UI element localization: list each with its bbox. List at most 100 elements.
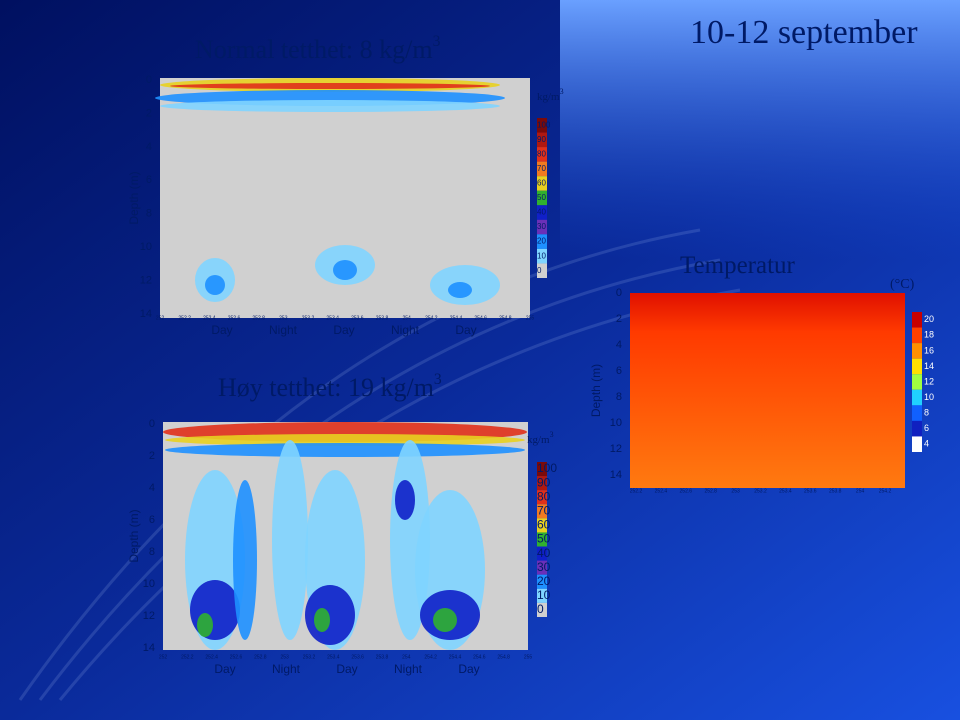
x-tick-label: 254.8 [497,654,510,660]
period-label: Night [272,662,301,676]
x-tick-label: 254 [856,488,865,494]
colorbar-swatch [537,161,547,177]
colorbar-tick-label: 4 [924,439,929,449]
period-label: Day [336,662,357,676]
period-label: Night [269,323,298,337]
contour-region [305,585,355,645]
contour-region [333,260,357,280]
panel-title-text: Temperatur [680,252,796,279]
colorbar-swatch [912,389,922,406]
colorbar-tick-label: 60 [537,518,551,532]
colorbar-tick-label: 12 [924,376,934,386]
colorbar-unit: kg/m3 [527,430,554,446]
colorbar-tick-label: 60 [537,179,546,188]
colorbar-swatch [537,263,547,278]
colorbar-unit: kg/m3 [537,87,564,103]
x-tick-label: 252 [156,315,165,321]
y-axis-label: Depth (m) [589,364,603,417]
colorbar-tick-label: 50 [537,193,546,202]
colorbar-swatch [537,234,547,249]
colorbar-tick-label: 90 [537,475,551,489]
y-tick-label: 6 [149,514,155,526]
colorbar-swatch [912,374,922,390]
colorbar-tick-label: 0 [537,602,544,616]
colorbar-tick-label: 70 [537,164,546,173]
colorbar-unit-sup: 3 [550,430,554,439]
x-tick-label: 253.4 [326,315,339,321]
y-tick-label: 14 [140,308,152,320]
colorbar-swatch [912,420,922,437]
y-tick-label: 0 [146,74,152,86]
colorbar-swatch [537,560,547,575]
period-label: Day [214,662,235,676]
y-tick-label: 10 [143,578,155,590]
y-axis-label: Depth (m) [127,509,141,562]
y-tick-label: 12 [140,274,152,286]
x-tick-label: 252.8 [252,315,265,321]
colorbar-tick-label: 30 [537,222,546,231]
x-tick-label: 252.6 [230,654,243,660]
contour-region [433,608,457,632]
colorbar-tick-label: 10 [537,251,546,260]
x-tick-label: 253.4 [779,488,792,494]
x-tick-label: 254.4 [449,654,462,660]
y-tick-label: 0 [149,418,155,430]
y-tick-label: 14 [143,642,155,654]
y-tick-label: 6 [616,365,622,377]
colorbar-swatch [912,327,922,344]
colorbar-tick-label: 20 [924,314,934,324]
colorbar-swatch [912,436,922,452]
x-tick-label: 252.2 [181,654,194,660]
x-tick-label: 253 [279,315,288,321]
x-tick-label: 252 [159,654,168,660]
x-tick-label: 252.4 [655,488,668,494]
contour-region [190,580,240,640]
x-tick-label: 252.2 [630,488,643,494]
contour-region [233,480,257,640]
x-tick-label: 254.4 [450,315,463,321]
colorbar-tick-label: 20 [537,237,546,246]
x-tick-label: 252.2 [178,315,191,321]
colorbar-unit-text: kg/m [537,91,560,103]
colorbar-swatch [537,504,547,519]
colorbar-unit-text: kg/m [527,434,550,446]
panel: Temperatur Depth (m) 0 2 4 6 8 10 12 14 252.2 252.4… [589,252,934,495]
x-tick-label: 253.6 [351,315,364,321]
colorbar-swatch [537,219,547,235]
colorbar-swatch [912,405,922,421]
y-tick-label: 0 [616,287,622,299]
colorbar-swatch [537,248,547,264]
x-tick-label: 252.6 [228,315,241,321]
colorbar-swatch [912,312,922,328]
colorbar-tick-label: 40 [537,208,546,217]
x-tick-label: 254.2 [425,315,438,321]
x-tick-label: 252.4 [203,315,216,321]
x-tick-label: 253.4 [327,654,340,660]
contour-region [165,443,525,457]
colorbar-tick-label: 50 [537,532,551,546]
panel-title: Normal tetthet: 8 kg/m3 [195,33,441,64]
contour-region [448,282,472,298]
contour-region [272,440,308,640]
colorbar-tick-label: 80 [537,149,546,158]
y-tick-label: 4 [146,141,152,153]
y-tick-label: 4 [149,482,155,494]
x-tick-label: 252.4 [205,654,218,660]
colorbar-swatch [537,205,547,220]
panel-title-text: Høy tetthet: 19 kg/m [218,373,434,402]
period-label: Day [211,323,232,337]
x-tick-label: 252.6 [680,488,693,494]
x-tick-label: 253.2 [302,315,315,321]
slide-title: 10-12 september [690,14,918,51]
contour-region [197,613,213,637]
colorbar-tick-label: 100 [537,120,551,129]
contour-region [160,100,500,112]
y-tick-label: 10 [610,417,622,429]
x-tick-label: 253.8 [376,315,389,321]
x-tick-label: 253.6 [351,654,364,660]
period-label: Day [458,662,479,676]
x-tick-label: 253.2 [303,654,316,660]
